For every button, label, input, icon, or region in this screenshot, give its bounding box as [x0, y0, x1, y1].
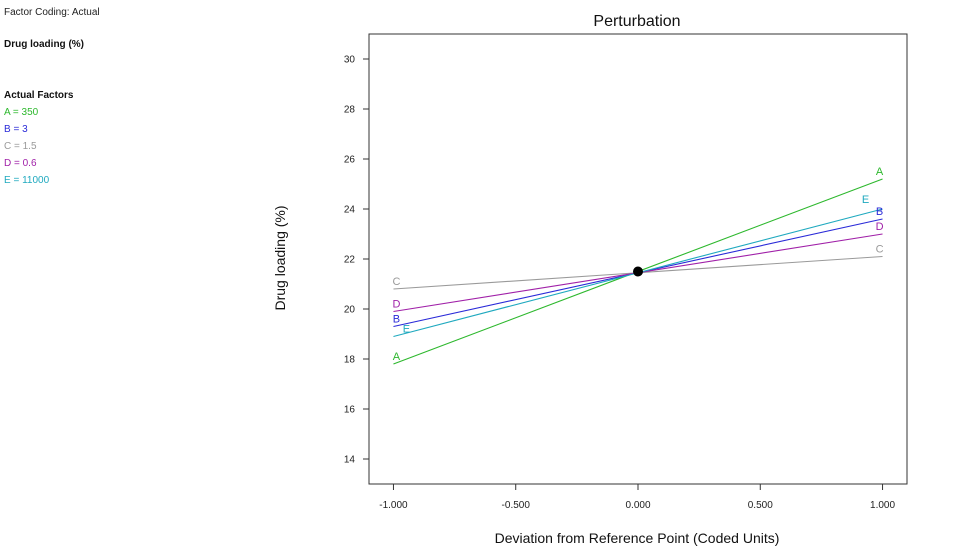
series-label-e-right: E: [862, 194, 869, 206]
y-tick-label: 30: [344, 55, 356, 66]
y-tick-label: 14: [344, 455, 356, 466]
side-panel: Factor Coding: Actual Drug loading (%) A…: [4, 4, 100, 189]
series-label-b-right: B: [876, 206, 883, 218]
y-tick-label: 20: [344, 305, 356, 316]
series-label-a-left: A: [393, 351, 401, 363]
reference-point-marker: [633, 266, 643, 277]
plot-frame: [368, 33, 908, 485]
series-label-c-right: C: [876, 244, 884, 256]
series-label-a-right: A: [876, 166, 884, 178]
y-tick-label: 16: [344, 405, 356, 416]
x-tick-label: 0.500: [748, 500, 773, 511]
x-tick-label: 1.000: [870, 500, 895, 511]
series-label-d-left: D: [392, 299, 400, 311]
y-tick-label: 28: [344, 105, 356, 116]
x-axis-label: Deviation from Reference Point (Coded Un…: [495, 530, 780, 546]
factor-d-value: D = 0.6: [4, 158, 37, 169]
factor-e-value: E = 11000: [4, 175, 50, 186]
x-tick-label: -0.500: [502, 500, 531, 511]
y-axis-label: Drug loading (%): [272, 205, 288, 310]
response-name: Drug loading (%): [4, 39, 84, 50]
series-label-c-left: C: [392, 276, 400, 288]
y-tick-label: 26: [344, 155, 356, 166]
x-axis: -1.000 -0.500 0.000 0.500 1.000: [379, 484, 895, 511]
x-tick-label: 0.000: [625, 500, 650, 511]
chart-title: Perturbation: [593, 13, 680, 30]
series-label-e-left: E: [403, 324, 410, 336]
factor-coding-label: Factor Coding: Actual: [4, 7, 100, 18]
factor-b-value: B = 3: [4, 124, 28, 135]
y-axis: 14 16 18 20 22 24 26 28 30: [344, 55, 369, 466]
y-tick-label: 18: [344, 355, 356, 366]
x-tick-label: -1.000: [379, 500, 408, 511]
factor-a-value: A = 350: [4, 107, 39, 118]
actual-factors-heading: Actual Factors: [4, 90, 74, 101]
factor-c-value: C = 1.5: [4, 141, 37, 152]
series-label-b-left: B: [393, 314, 400, 326]
y-tick-label: 22: [344, 255, 356, 266]
series-label-d-right: D: [876, 221, 884, 233]
y-tick-label: 24: [344, 205, 356, 216]
